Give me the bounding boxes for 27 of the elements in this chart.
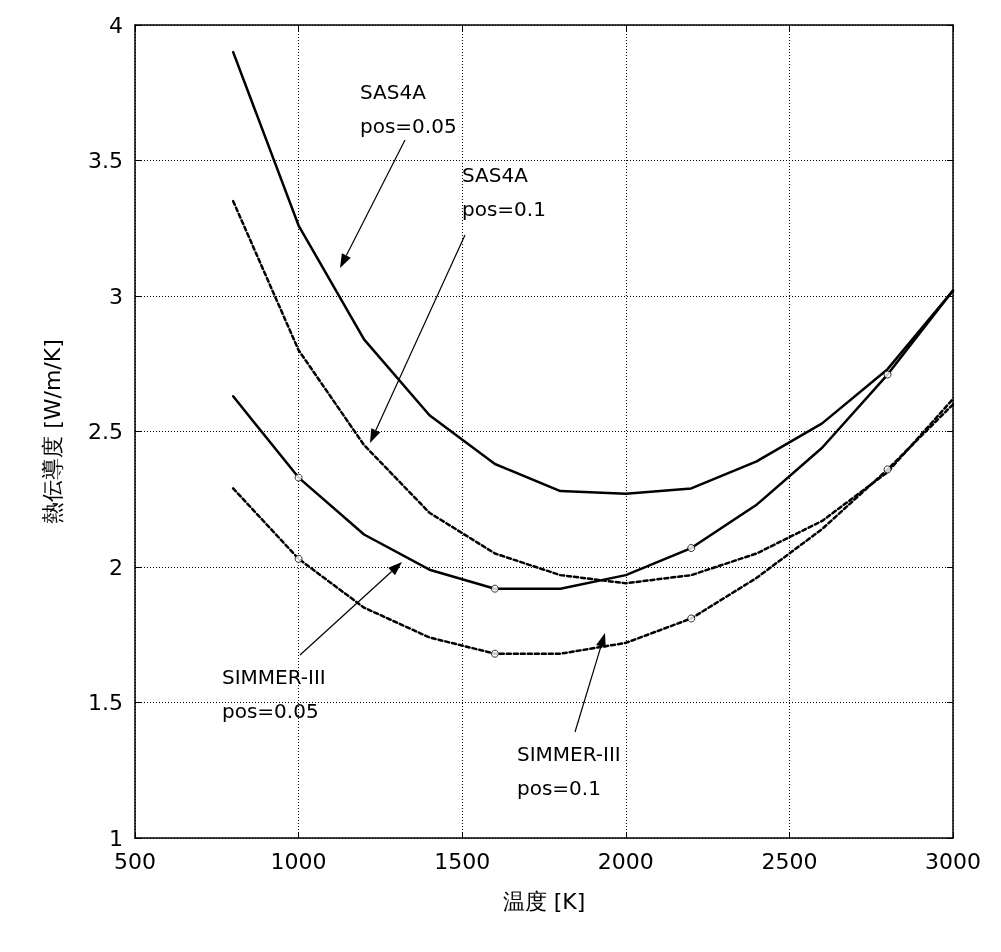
x-tick-label: 1000	[270, 848, 327, 874]
x-axis-title: 温度 [K]	[502, 888, 586, 914]
y-tick-label: 1	[109, 825, 123, 851]
point	[490, 584, 499, 593]
y-tick-label: 3	[109, 283, 123, 309]
annotation: SAS4A pos=0.05	[360, 80, 457, 138]
point	[883, 465, 892, 474]
x-tick-label: 1500	[434, 848, 491, 874]
y-tick-label: 2	[109, 554, 123, 580]
y-tick-label: 1.5	[88, 690, 123, 715]
x-tick-label: 2500	[761, 848, 818, 874]
annotation: SIMMER-III pos=0.1	[517, 742, 621, 800]
point	[687, 614, 696, 623]
y-tick-label: 3.5	[88, 148, 123, 173]
point	[490, 649, 499, 658]
y-axis-title: 熱伝導度 [W/m/K]	[39, 339, 65, 524]
y-tick-label: 2.5	[88, 419, 123, 444]
point	[294, 473, 303, 482]
point	[687, 544, 696, 553]
annotation: SAS4A pos=0.1	[462, 163, 546, 221]
point	[883, 370, 892, 379]
point	[294, 554, 303, 563]
y-tick-label: 4	[109, 12, 123, 38]
x-tick-label: 3000	[925, 848, 981, 874]
x-tick-label: 500	[114, 848, 156, 874]
annotation: SIMMER-III pos=0.05	[222, 665, 326, 723]
x-tick-label: 2000	[597, 848, 654, 874]
